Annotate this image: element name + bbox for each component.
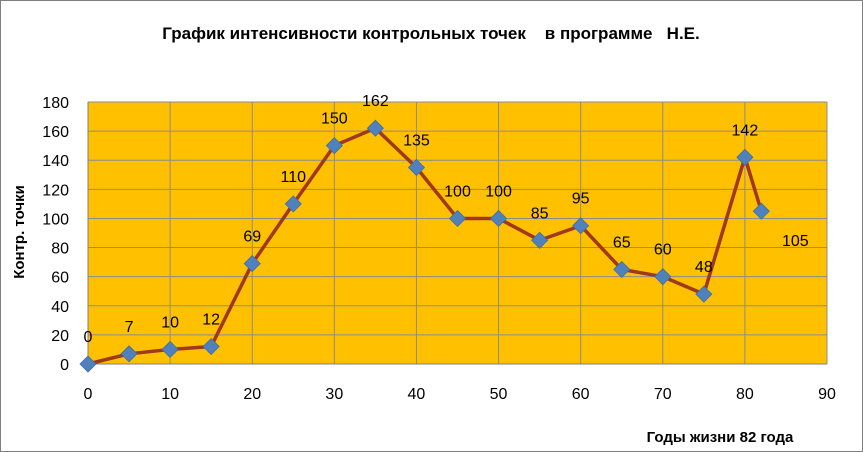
x-tick-label: 60 xyxy=(572,386,590,403)
data-marker xyxy=(654,268,672,286)
x-axis-title: Годы жизни 82 года xyxy=(647,429,794,446)
data-label: 95 xyxy=(572,191,590,208)
data-marker xyxy=(202,337,220,356)
data-label: 100 xyxy=(485,183,512,200)
data-marker xyxy=(161,340,179,359)
y-tick-label: 140 xyxy=(42,153,69,170)
data-label: 0 xyxy=(84,329,93,346)
y-tick-label: 40 xyxy=(51,299,69,316)
data-label: 100 xyxy=(444,183,471,200)
data-marker xyxy=(695,285,713,303)
data-marker xyxy=(572,217,590,235)
data-marker xyxy=(243,255,261,273)
data-label: 69 xyxy=(243,229,261,246)
x-tick-label: 0 xyxy=(84,386,93,403)
data-label: 150 xyxy=(321,111,348,128)
x-tick-label: 50 xyxy=(490,386,508,403)
data-label: 48 xyxy=(695,259,713,276)
data-marker xyxy=(736,148,754,166)
x-tick-labels: 0 10 20 30 40 50 60 70 80 90 xyxy=(84,386,836,403)
data-marker xyxy=(448,209,467,228)
data-label: 110 xyxy=(281,169,307,186)
data-label: 7 xyxy=(125,319,134,336)
data-marker xyxy=(613,260,631,278)
data-marker xyxy=(489,209,508,228)
x-tick-label: 40 xyxy=(408,386,426,403)
x-tick-label: 70 xyxy=(654,386,672,403)
data-marker xyxy=(325,137,343,155)
data-marker xyxy=(531,231,549,249)
data-marker xyxy=(366,119,384,137)
y-tick-label: 160 xyxy=(42,124,69,141)
y-tick-label: 100 xyxy=(42,211,69,228)
y-tick-label: 60 xyxy=(51,270,69,287)
x-tick-label: 90 xyxy=(818,386,836,403)
data-labels: 0 7 10 12 69 110 150 162 135 100 100 85 95 65 60 48 142 1… xyxy=(84,93,809,346)
y-tick-labels: 0 20 40 60 80 100 120 140 160 180 xyxy=(42,95,69,374)
x-tick-label: 30 xyxy=(325,386,343,403)
data-marker xyxy=(407,158,426,177)
y-tick-label: 0 xyxy=(60,357,69,374)
data-marker xyxy=(79,355,97,373)
data-label: 65 xyxy=(613,234,631,251)
chart-title: График интенсивности контрольных точек в… xyxy=(162,24,699,43)
data-label: 10 xyxy=(161,314,179,331)
data-label: 135 xyxy=(403,133,430,150)
data-marker xyxy=(284,195,302,213)
data-markers xyxy=(79,119,770,373)
y-tick-label: 80 xyxy=(51,241,69,258)
data-label: 142 xyxy=(732,122,759,139)
data-label: 162 xyxy=(362,93,389,110)
x-tick-label: 20 xyxy=(243,386,261,403)
data-label: 105 xyxy=(782,233,809,250)
x-tick-label: 10 xyxy=(161,386,179,403)
y-axis-title: Контр. точки xyxy=(11,185,28,279)
y-tick-label: 120 xyxy=(42,182,69,199)
data-label: 12 xyxy=(202,312,220,329)
y-tick-label: 180 xyxy=(42,95,69,112)
plot-area xyxy=(88,102,827,364)
data-marker xyxy=(120,345,138,363)
data-marker xyxy=(752,202,770,220)
data-label: 60 xyxy=(654,242,672,259)
y-tick-label: 20 xyxy=(51,328,69,345)
data-label: 85 xyxy=(531,205,549,222)
axes xyxy=(87,102,827,365)
x-tick-label: 80 xyxy=(736,386,754,403)
